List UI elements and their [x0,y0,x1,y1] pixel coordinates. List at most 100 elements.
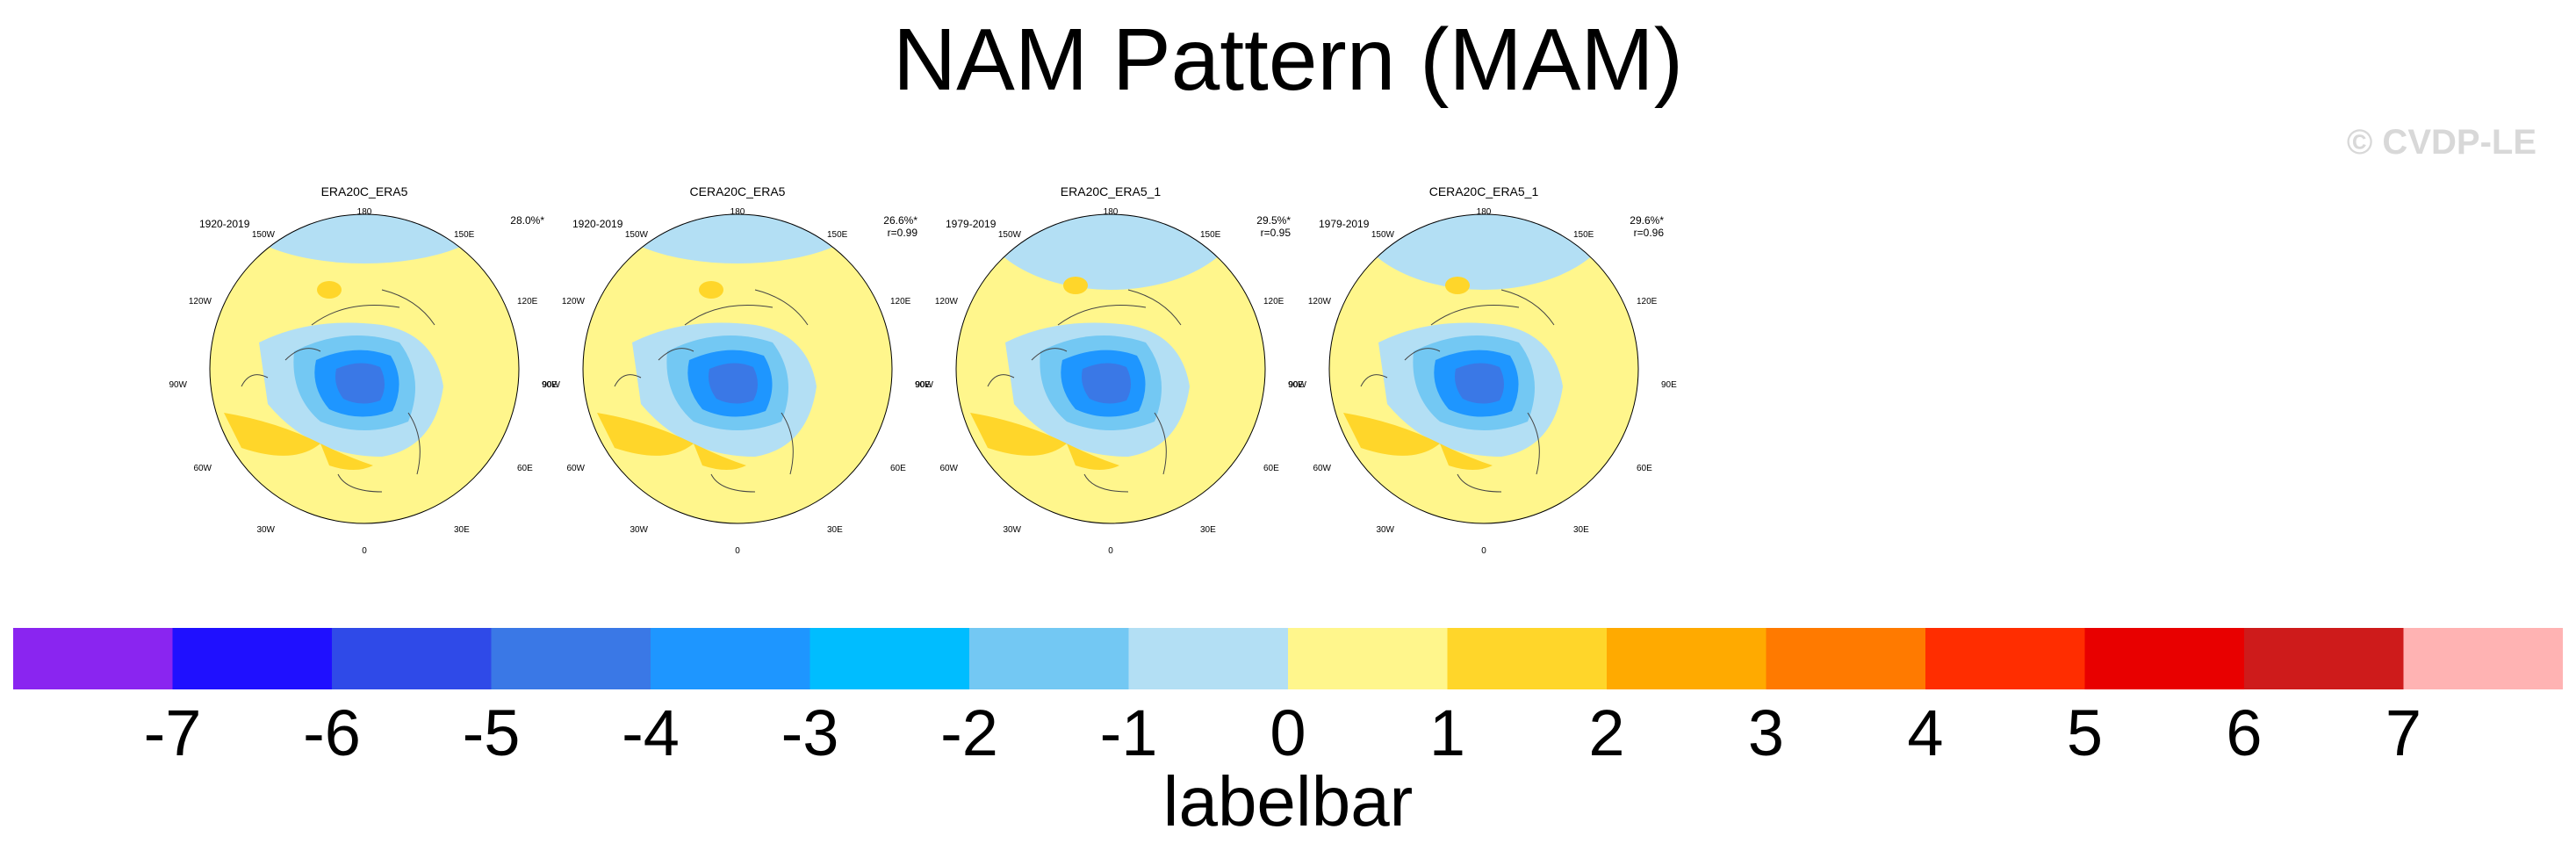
labelbar-swatch [172,628,333,689]
lon-label-150w: 150W [624,230,648,240]
polar-map [955,213,1266,524]
map-panel: ERA20C_ERA5 1920-2019 28.0%* 180 150W 150E 12… [169,176,557,556]
lon-label-150e: 150E [827,230,848,240]
labelbar-tick: -2 [940,696,998,769]
panel-years: 1979-2019 [1319,218,1370,230]
labelbar-title: labelbar [1162,762,1414,840]
variance-percent: 26.6%* [883,214,917,227]
map-panel: CERA20C_ERA5_1 1979-2019 29.6%* r=0.96 180 1… [1288,176,1676,556]
polar-map [209,213,520,524]
labelbar-swatch [13,628,173,689]
lon-label-90e: 90E [542,380,558,390]
labelbar-tick: -1 [1099,696,1158,769]
lon-label-150w: 150W [997,230,1021,240]
polar-map [1328,213,1639,524]
lon-label-60e: 60E [1637,464,1652,473]
pattern-correlation: r=0.99 [887,227,917,239]
lon-label-60w: 60W [1313,464,1331,473]
variance-percent: 28.0%* [510,214,544,227]
labelbar-swatch [809,628,970,689]
lon-label-30e: 30E [454,525,470,535]
panel-title: CERA20C_ERA5 [689,184,786,198]
panel-years: 1920-2019 [572,218,623,230]
labelbar-tick: 2 [1588,696,1625,769]
lon-label-30e: 30E [1200,525,1216,535]
labelbar-tick: 3 [1747,696,1785,769]
lon-label-30w: 30W [1003,525,1021,535]
lon-label-180: 180 [730,207,745,217]
variance-percent: 29.6%* [1630,214,1664,227]
panel-percent: 26.6%* r=0.99 [883,214,917,239]
lon-label-60w: 60W [193,464,212,473]
labelbar-swatch [651,628,810,689]
labelbar-swatch [1766,628,1926,689]
lon-label-60e: 60E [517,464,533,473]
lon-label-30w: 30W [630,525,648,535]
panel-percent: 29.6%* r=0.96 [1630,214,1664,239]
lon-label-150w: 150W [251,230,275,240]
labelbar-tick: 5 [2066,696,2104,769]
lon-label-60w: 60W [566,464,585,473]
map-panel: ERA20C_ERA5_1 1979-2019 29.5%* r=0.95 180 15… [915,176,1303,556]
page-title: NAM Pattern (MAM) [892,11,1684,109]
labelbar-swatch [2084,628,2245,689]
lon-label-60e: 60E [1263,464,1279,473]
lon-label-150e: 150E [454,230,475,240]
lon-label-0: 0 [1481,546,1486,556]
panel-years: 1920-2019 [199,218,250,230]
lon-label-90w: 90W [169,380,187,390]
lon-label-90e: 90E [1661,380,1677,390]
lon-label-60e: 60E [890,464,906,473]
lon-label-30e: 30E [1573,525,1589,535]
panel-title: ERA20C_ERA5 [320,184,408,198]
labelbar-swatch [1447,628,1608,689]
lon-label-30e: 30E [827,525,843,535]
labelbar-swatch [1288,628,1448,689]
lon-label-0: 0 [362,546,367,556]
labelbar-tick: 7 [2385,696,2422,769]
labelbar-swatch [491,628,651,689]
labelbar-tick: 1 [1428,696,1466,769]
lon-label-0: 0 [1108,546,1113,556]
variance-percent: 29.5%* [1256,214,1291,227]
lon-label-180: 180 [356,207,372,217]
lon-label-120e: 120E [1637,297,1658,307]
labelbar-swatch [1128,628,1289,689]
pattern-correlation: r=0.96 [1633,227,1664,239]
lon-label-120e: 120E [1263,297,1284,307]
labelbar-tick: -4 [622,696,680,769]
labelbar [13,628,2563,689]
labelbar-swatch [1607,628,1767,689]
lon-label-120w: 120W [1307,297,1331,307]
lon-label-30w: 30W [256,525,275,535]
panel-years: 1979-2019 [946,218,997,230]
lon-label-120e: 120E [890,297,911,307]
labelbar-swatch [2403,628,2563,689]
labelbar-tick: 4 [1907,696,1944,769]
map-panel: CERA20C_ERA5 1920-2019 26.6%* r=0.99 180 150… [542,176,930,556]
labelbar-tick: -3 [781,696,839,769]
labelbar-tick: -7 [143,696,202,769]
polar-map [582,213,893,524]
lon-label-120w: 120W [934,297,958,307]
lon-label-90w: 90W [542,380,560,390]
lon-label-120w: 120W [561,297,585,307]
panel-percent: 28.0%* [510,214,544,227]
labelbar-tick: -5 [462,696,521,769]
panel-title: CERA20C_ERA5_1 [1428,184,1539,198]
lon-label-180: 180 [1103,207,1119,217]
lon-label-0: 0 [735,546,740,556]
watermark: © CVDP-LE [2346,123,2536,162]
labelbar-tick: -6 [303,696,361,769]
labelbar-tick: 6 [2226,696,2263,769]
labelbar-swatch [332,628,492,689]
lon-label-90w: 90W [915,380,933,390]
labelbar-swatch [969,628,1129,689]
lon-label-90e: 90E [915,380,931,390]
lon-label-180: 180 [1476,207,1492,217]
lon-label-150e: 150E [1573,230,1594,240]
pattern-correlation: r=0.95 [1260,227,1291,239]
panel-percent: 29.5%* r=0.95 [1256,214,1291,239]
panel-title: ERA20C_ERA5_1 [1060,184,1162,198]
lon-label-90e: 90E [1288,380,1304,390]
